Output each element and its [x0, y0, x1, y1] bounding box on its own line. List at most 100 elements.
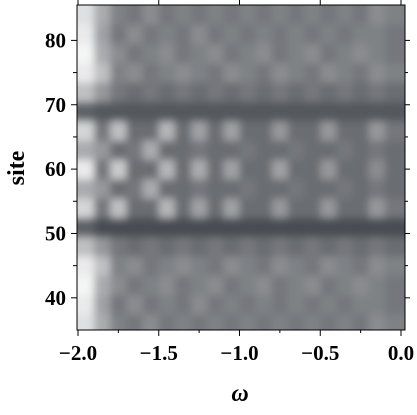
heatmap-cell [94, 217, 111, 238]
heatmap-cell [191, 275, 208, 296]
heatmap-cell [255, 101, 273, 122]
heatmap-cell [94, 43, 111, 64]
heatmap-cell [304, 101, 321, 122]
heatmap-cell [239, 24, 257, 45]
heatmap-cell [142, 236, 160, 257]
heatmap-cell [191, 159, 208, 180]
heatmap-cell [304, 82, 321, 103]
heatmap-cell [207, 159, 224, 180]
heatmap-cell [174, 101, 192, 122]
heatmap-cell [239, 62, 257, 83]
heatmap-cell [126, 82, 144, 103]
heatmap-cell [352, 178, 370, 199]
heatmap-cell [223, 43, 240, 64]
heatmap-cell [126, 62, 144, 83]
heatmap-cell [223, 178, 240, 199]
heatmap-cell [271, 101, 289, 122]
heatmap-cell [239, 140, 257, 160]
heatmap-cell [158, 275, 176, 296]
heatmap-cell [94, 120, 111, 141]
heatmap-cell [191, 101, 208, 122]
heatmap-cell [384, 198, 405, 218]
heatmap-cell [320, 159, 337, 180]
heatmap-cell [287, 62, 305, 83]
heatmap-cell [271, 24, 289, 45]
heatmap-cell [239, 120, 257, 141]
heatmap-cell [255, 294, 273, 315]
heatmap-cell [142, 313, 160, 330]
heatmap-cell [158, 101, 176, 122]
heatmap-cell [174, 178, 192, 199]
heatmap-cell [207, 178, 224, 199]
heatmap-cell [336, 24, 354, 45]
heatmap-cell [352, 43, 370, 64]
heatmap-cell [126, 255, 144, 276]
heatmap-cell [223, 140, 240, 160]
heatmap-cell [336, 236, 354, 257]
heatmap-cell [94, 198, 111, 218]
heatmap-cell [336, 217, 354, 238]
heatmap-cell [158, 217, 176, 238]
heatmap-cell [336, 255, 354, 276]
heatmap-cell [126, 43, 144, 64]
heatmap-cell [368, 294, 386, 315]
heatmap-cell [384, 43, 405, 64]
heatmap-cell [223, 275, 240, 296]
heatmap-cell [368, 313, 386, 330]
heatmap-cell [384, 82, 405, 103]
heatmap-cell [207, 236, 224, 257]
heatmap-cell [336, 313, 354, 330]
heatmap-cell [239, 101, 257, 122]
heatmap-cell [336, 82, 354, 103]
heatmap-cell [384, 159, 405, 180]
heatmap-cell [255, 236, 273, 257]
heatmap-cell [287, 236, 305, 257]
heatmap-cell [110, 294, 127, 315]
heatmap-cell [352, 198, 370, 218]
heatmap-cell [174, 255, 192, 276]
heatmap-cell [368, 82, 386, 103]
heatmap-cell [223, 217, 240, 238]
heatmap-cell [77, 313, 95, 330]
heatmap-cell [336, 294, 354, 315]
heatmap-cell [384, 120, 405, 141]
heatmap-cell [287, 178, 305, 199]
heatmap-cell [110, 198, 127, 218]
heatmap-cell [142, 120, 160, 141]
heatmap-cell [287, 159, 305, 180]
heatmap-cell [142, 255, 160, 276]
heatmap-cell [336, 120, 354, 141]
heatmap-cell [223, 120, 240, 141]
heatmap-cell [223, 62, 240, 83]
heatmap-cell [126, 5, 144, 25]
heatmap-cell [287, 101, 305, 122]
heatmap-cell [368, 140, 386, 160]
heatmap-cell [352, 236, 370, 257]
heatmap-cell [223, 159, 240, 180]
heatmap-cell [368, 178, 386, 199]
heatmap-cell [384, 178, 405, 199]
heatmap-cell [304, 5, 321, 25]
heatmap-cell [239, 217, 257, 238]
heatmap-cell [271, 5, 289, 25]
heatmap-cell [352, 140, 370, 160]
x-tick-label: −2.0 [59, 341, 97, 365]
heatmap-cell [207, 294, 224, 315]
heatmap-cell [384, 313, 405, 330]
heatmap-cell [271, 120, 289, 141]
heatmap-cell [239, 236, 257, 257]
heatmap-cell [368, 236, 386, 257]
heatmap-cell [239, 294, 257, 315]
heatmap [77, 5, 405, 330]
heatmap-cell [368, 198, 386, 218]
heatmap-cell [320, 5, 337, 25]
heatmap-cell [110, 62, 127, 83]
heatmap-cell [304, 140, 321, 160]
heatmap-cell [336, 198, 354, 218]
heatmap-cell [158, 82, 176, 103]
x-tick-label: 0.0 [388, 341, 414, 365]
heatmap-cell [223, 101, 240, 122]
heatmap-cell [320, 82, 337, 103]
heatmap-cell [336, 140, 354, 160]
heatmap-cell [191, 140, 208, 160]
